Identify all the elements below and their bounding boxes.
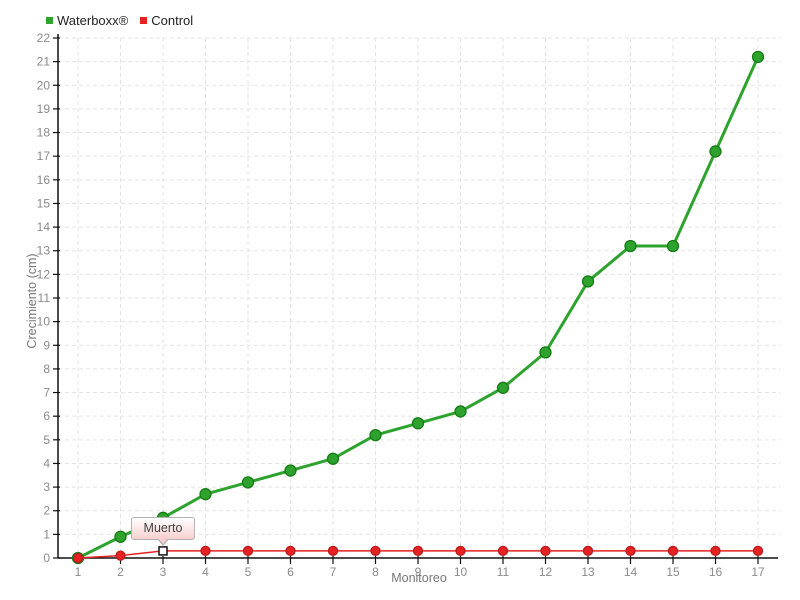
x-tick-label: 6 [287,565,294,579]
x-tick-label: 14 [624,565,638,579]
data-point-control[interactable] [752,545,764,557]
data-point-control[interactable] [72,552,84,564]
x-tick-label: 4 [202,565,209,579]
x-tick-label: 13 [581,565,595,579]
x-tick-label: 2 [117,565,124,579]
y-tick-label: 19 [37,102,51,116]
legend-label-control: Control [151,13,194,28]
y-tick-label: 18 [37,126,51,140]
data-point-control[interactable] [540,545,551,557]
x-tick-label: 7 [330,565,337,579]
data-point-control[interactable] [327,545,339,557]
y-tick-label: 20 [37,78,51,92]
data-point-waterboxx[interactable] [326,452,340,465]
x-tick-label: 5 [245,565,252,579]
data-point-control[interactable] [582,545,594,557]
x-tick-label: 15 [666,565,680,579]
muerto-tooltip: Muerto [131,517,195,546]
y-tick-label: 9 [43,338,50,352]
x-tick-label: 3 [160,565,167,579]
legend-label-waterboxx: Waterboxx® [57,13,129,28]
y-tick-label: 8 [43,362,50,376]
y-tick-label: 22 [37,31,51,45]
data-point-waterboxx[interactable] [199,488,212,501]
data-point-waterboxx[interactable] [666,239,680,253]
legend: Waterboxx® Control [46,13,193,28]
data-point-waterboxx[interactable] [709,145,722,158]
data-point-control[interactable] [200,545,211,557]
y-tick-label: 14 [37,220,51,234]
data-point-control[interactable] [115,550,126,561]
y-tick-label: 4 [43,456,50,470]
x-tick-label: 11 [497,565,510,579]
data-point-waterboxx[interactable] [496,381,510,394]
y-tick-label: 3 [43,480,50,494]
data-point-control[interactable] [710,545,721,557]
y-tick-label: 17 [37,149,51,163]
x-tick-label: 9 [415,565,422,579]
y-tick-label: 13 [37,244,51,258]
data-point-control[interactable] [497,545,509,557]
y-tick-label: 2 [43,504,50,518]
data-point-waterboxx[interactable] [114,530,127,543]
y-tick-label: 0 [43,551,50,565]
data-point-control[interactable] [285,545,296,557]
x-tick-label: 1 [75,565,82,579]
y-tick-label: 7 [43,386,50,400]
data-point-control[interactable] [242,545,254,557]
data-point-waterboxx[interactable] [284,464,297,477]
data-point-waterboxx[interactable] [454,405,467,418]
data-point-waterboxx[interactable] [241,476,255,489]
waterboxx-swatch-icon [46,17,53,24]
x-tick-label: 8 [372,565,379,579]
x-tick-label: 16 [709,565,723,579]
x-axis-title: Monitoreo [391,571,447,585]
data-point-waterboxx[interactable] [624,239,637,253]
data-point-control[interactable] [412,545,424,557]
data-point-waterboxx[interactable] [539,346,552,359]
y-tick-label: 6 [43,409,50,423]
data-point-control[interactable] [667,545,679,557]
legend-item-control[interactable]: Control [140,13,193,28]
data-point-waterboxx[interactable] [369,428,382,442]
data-point-waterboxx[interactable] [751,50,765,64]
legend-item-waterboxx[interactable]: Waterboxx® [46,13,128,28]
data-point-control[interactable] [625,545,636,557]
x-tick-label: 10 [454,565,468,579]
y-tick-label: 11 [38,291,51,305]
y-tick-label: 21 [37,55,51,69]
control-swatch-icon [140,17,148,24]
data-point-control[interactable] [370,545,381,557]
highlighted-point-muerto[interactable] [158,546,168,556]
data-point-waterboxx[interactable] [411,417,425,430]
y-tick-label: 5 [43,433,50,447]
y-tick-label: 16 [37,173,51,187]
data-point-control[interactable] [455,545,466,557]
data-point-waterboxx[interactable] [581,275,595,288]
x-tick-label: 12 [539,565,553,579]
x-tick-label: 17 [751,565,765,579]
y-tick-label: 10 [37,315,51,329]
y-axis-title: Crecimiento (cm) [25,253,39,349]
y-tick-label: 15 [37,196,51,210]
y-tick-label: 12 [37,267,51,281]
y-tick-label: 1 [43,527,50,541]
